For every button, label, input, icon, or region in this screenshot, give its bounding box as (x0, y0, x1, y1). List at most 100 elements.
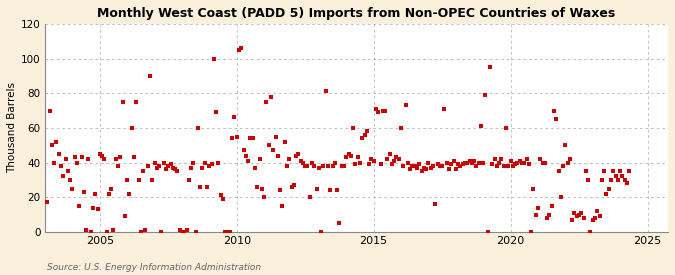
Point (366, 157, 377, 161)
Point (556, 195, 566, 199)
Point (306, 160, 317, 165)
Point (592, 209, 603, 213)
Point (379, 108, 390, 113)
Point (546, 204, 557, 208)
Point (42, 200, 53, 205)
Point (460, 160, 470, 165)
Point (268, 148, 279, 153)
Point (240, 153, 251, 158)
Point (76, 155, 87, 160)
Point (192, 126, 203, 130)
Point (624, 169, 634, 174)
Point (475, 124, 486, 128)
Point (204, 164, 215, 168)
Point (418, 166, 429, 170)
Point (594, 214, 605, 219)
Point (275, 188, 286, 192)
Point (181, 228, 192, 232)
Point (199, 160, 210, 165)
Point (119, 214, 130, 219)
Point (405, 167, 416, 172)
Point (364, 162, 375, 166)
Point (542, 216, 553, 220)
Point (446, 162, 457, 166)
Point (298, 160, 308, 165)
Point (489, 157, 500, 161)
Point (537, 160, 548, 165)
Point (288, 183, 299, 187)
Point (439, 107, 450, 111)
Point (65, 178, 76, 182)
Point (177, 230, 188, 234)
Point (67, 186, 78, 191)
Point (564, 157, 575, 161)
Point (136, 230, 146, 234)
Point (558, 164, 568, 168)
Point (149, 160, 160, 165)
Point (339, 164, 350, 168)
Point (354, 160, 365, 165)
Point (416, 169, 427, 174)
Point (503, 164, 514, 168)
Point (396, 126, 406, 130)
Point (325, 188, 335, 192)
Point (580, 169, 591, 174)
Point (369, 159, 379, 163)
Point (300, 164, 310, 168)
Point (60, 157, 71, 161)
Point (336, 164, 347, 168)
Point (412, 166, 423, 170)
Point (304, 195, 315, 199)
Point (222, 230, 233, 234)
Point (427, 164, 438, 168)
Point (174, 228, 185, 232)
Point (473, 160, 484, 165)
Point (227, 136, 238, 141)
Point (55, 164, 66, 168)
Point (483, 230, 493, 234)
Point (215, 193, 226, 198)
Point (402, 160, 413, 165)
Point (373, 110, 383, 114)
Point (245, 136, 256, 141)
Point (124, 192, 135, 196)
Point (232, 134, 242, 139)
Point (122, 178, 132, 182)
Point (188, 160, 198, 165)
Point (58, 174, 69, 179)
Point (521, 157, 532, 161)
Point (117, 100, 128, 104)
Point (263, 143, 274, 147)
Point (293, 152, 304, 156)
Point (510, 162, 520, 166)
Point (49, 160, 59, 165)
Point (99, 157, 110, 161)
Point (138, 169, 148, 174)
Point (569, 211, 580, 215)
Point (92, 207, 103, 211)
Point (526, 230, 537, 234)
Point (352, 155, 363, 160)
Point (213, 160, 224, 165)
Point (284, 157, 294, 161)
Point (485, 65, 495, 69)
Point (398, 164, 409, 168)
Point (350, 162, 361, 166)
Point (435, 164, 446, 168)
Point (464, 159, 475, 163)
Point (247, 136, 258, 141)
Point (361, 129, 372, 134)
Point (165, 162, 176, 166)
Point (505, 159, 516, 163)
Point (617, 174, 628, 179)
Point (144, 74, 155, 78)
Point (133, 178, 144, 182)
Point (115, 155, 126, 160)
Point (409, 164, 420, 168)
Point (101, 230, 112, 234)
Title: Monthly West Coast (PADD 5) Imports from Non-OPEC Countries of Waxes: Monthly West Coast (PADD 5) Imports from… (97, 7, 616, 20)
Point (574, 212, 585, 217)
Point (587, 218, 598, 222)
Point (457, 162, 468, 166)
Point (323, 164, 333, 168)
